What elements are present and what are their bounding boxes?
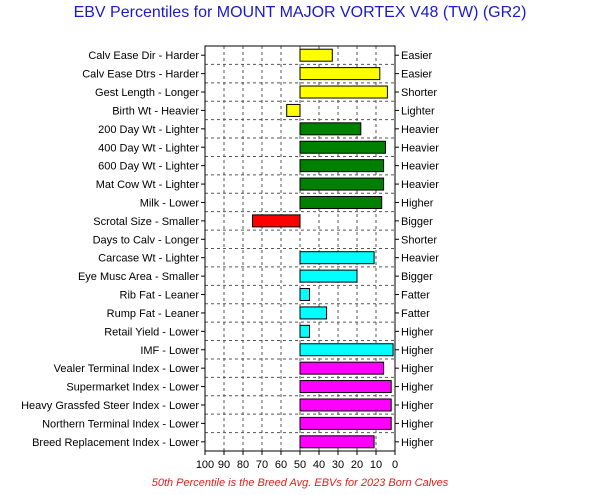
x-tick-label: 60 (275, 459, 287, 471)
chart-footnote: 50th Percentile is the Breed Avg. EBVs f… (151, 477, 449, 489)
bar (299, 435, 375, 449)
plot-border (204, 45, 396, 452)
x-tick-label: 70 (256, 459, 268, 471)
row-label-left: Days to Calv - Longer (93, 234, 200, 246)
row-label-left: 400 Day Wt - Lighter (98, 142, 199, 154)
row-label-left: IMF - Lower (140, 345, 199, 357)
row-label-left: Calv Ease Dtrs - Harder (82, 69, 199, 81)
x-tick-label: 20 (351, 459, 363, 471)
row-label-right: Heavier (401, 124, 439, 136)
row-label-right: Heavier (401, 179, 439, 191)
row-label-right: Shorter (401, 234, 437, 246)
x-tick-label: 30 (332, 459, 344, 471)
bar (299, 343, 394, 357)
row-label-right: Heavier (401, 253, 439, 265)
row-label-right: Easier (401, 69, 433, 81)
row-label-right: Heavier (401, 142, 439, 154)
bar (299, 324, 310, 338)
row-label-right: Higher (401, 418, 434, 430)
bar (299, 67, 381, 81)
bar (299, 269, 358, 283)
chart-title: EBV Percentiles for MOUNT MAJOR VORTEX V… (73, 4, 527, 21)
x-tick-label: 40 (313, 459, 325, 471)
row-label-left: 600 Day Wt - Lighter (98, 161, 199, 173)
row-label-right: Higher (401, 382, 434, 394)
row-label-left: Calv Ease Dir - Harder (88, 50, 199, 62)
bar (299, 361, 385, 375)
row-label-left: Heavy Grassfed Steer Index - Lower (21, 400, 199, 412)
row-label-right: Higher (401, 437, 434, 449)
bar (299, 159, 385, 173)
row-label-left: Supermarket Index - Lower (66, 382, 199, 394)
row-label-left: Scrotal Size - Smaller (93, 216, 199, 228)
row-label-right: Fatter (401, 308, 430, 320)
row-label-right: Higher (401, 400, 434, 412)
x-tick-label: 100 (196, 459, 214, 471)
bar (299, 288, 310, 302)
row-label-right: Easier (401, 50, 433, 62)
x-tick-label: 90 (218, 459, 230, 471)
bar (299, 398, 392, 412)
row-label-right: Bigger (401, 216, 433, 228)
row-label-left: Mat Cow Wt - Lighter (96, 179, 200, 191)
row-label-right: Higher (401, 363, 434, 375)
row-label-left: 200 Day Wt - Lighter (98, 124, 199, 136)
row-label-right: Higher (401, 345, 434, 357)
row-label-right: Lighter (401, 105, 435, 117)
row-label-right: Fatter (401, 290, 430, 302)
bar (299, 48, 333, 62)
x-tick-label: 80 (237, 459, 249, 471)
bar (299, 140, 386, 154)
bar (286, 103, 301, 117)
row-label-right: Higher (401, 197, 434, 209)
row-label-left: Birth Wt - Heavier (112, 105, 199, 117)
bar (299, 380, 392, 394)
bar (299, 85, 388, 99)
x-tick-label: 10 (370, 459, 382, 471)
row-label-left: Northern Terminal Index - Lower (42, 418, 199, 430)
row-label-left: Gest Length - Longer (95, 87, 199, 99)
bar (299, 306, 328, 320)
bar (252, 214, 301, 228)
row-label-right: Bigger (401, 271, 433, 283)
bar (299, 195, 383, 209)
row-label-right: Heavier (401, 161, 439, 173)
x-tick-label: 50 (294, 459, 306, 471)
row-label-left: Breed Replacement Index - Lower (32, 437, 199, 449)
bar (299, 416, 392, 430)
row-label-right: Higher (401, 326, 434, 338)
row-label-left: Milk - Lower (140, 197, 200, 209)
row-label-left: Vealer Terminal Index - Lower (54, 363, 200, 375)
row-label-left: Rump Fat - Leaner (107, 308, 200, 320)
x-tick-label: 0 (392, 459, 398, 471)
bar (299, 122, 362, 136)
row-label-left: Carcase Wt - Lighter (98, 253, 199, 265)
row-label-left: Rib Fat - Leaner (120, 290, 200, 302)
bar (299, 251, 375, 265)
row-label-right: Shorter (401, 87, 437, 99)
row-label-left: Retail Yield - Lower (104, 326, 199, 338)
row-label-left: Eye Musc Area - Smaller (78, 271, 199, 283)
bar (299, 177, 385, 191)
